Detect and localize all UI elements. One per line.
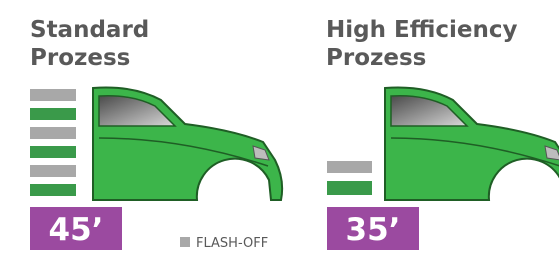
panel-high-efficiency: High Efficiency Prozess 35’ xyxy=(326,17,559,250)
legend-swatch xyxy=(180,237,190,247)
process-time: 45’ xyxy=(49,212,104,248)
process-time: 35’ xyxy=(346,212,401,248)
layer-stack xyxy=(30,89,76,196)
infographic: Standard Prozess 45’ FLASH-OFF High Effi… xyxy=(0,0,559,275)
panel-title: High Efficiency xyxy=(326,17,517,43)
panel-title: Prozess xyxy=(326,45,426,71)
legend: FLASH-OFF xyxy=(180,236,268,251)
car-illustration xyxy=(93,88,282,201)
panel-title: Prozess xyxy=(30,45,130,71)
panel-standard: Standard Prozess 45’ xyxy=(30,17,282,250)
layer-stack xyxy=(327,161,372,195)
car-illustration xyxy=(385,88,559,201)
panel-title: Standard xyxy=(30,17,149,43)
legend-label: FLASH-OFF xyxy=(196,236,268,251)
